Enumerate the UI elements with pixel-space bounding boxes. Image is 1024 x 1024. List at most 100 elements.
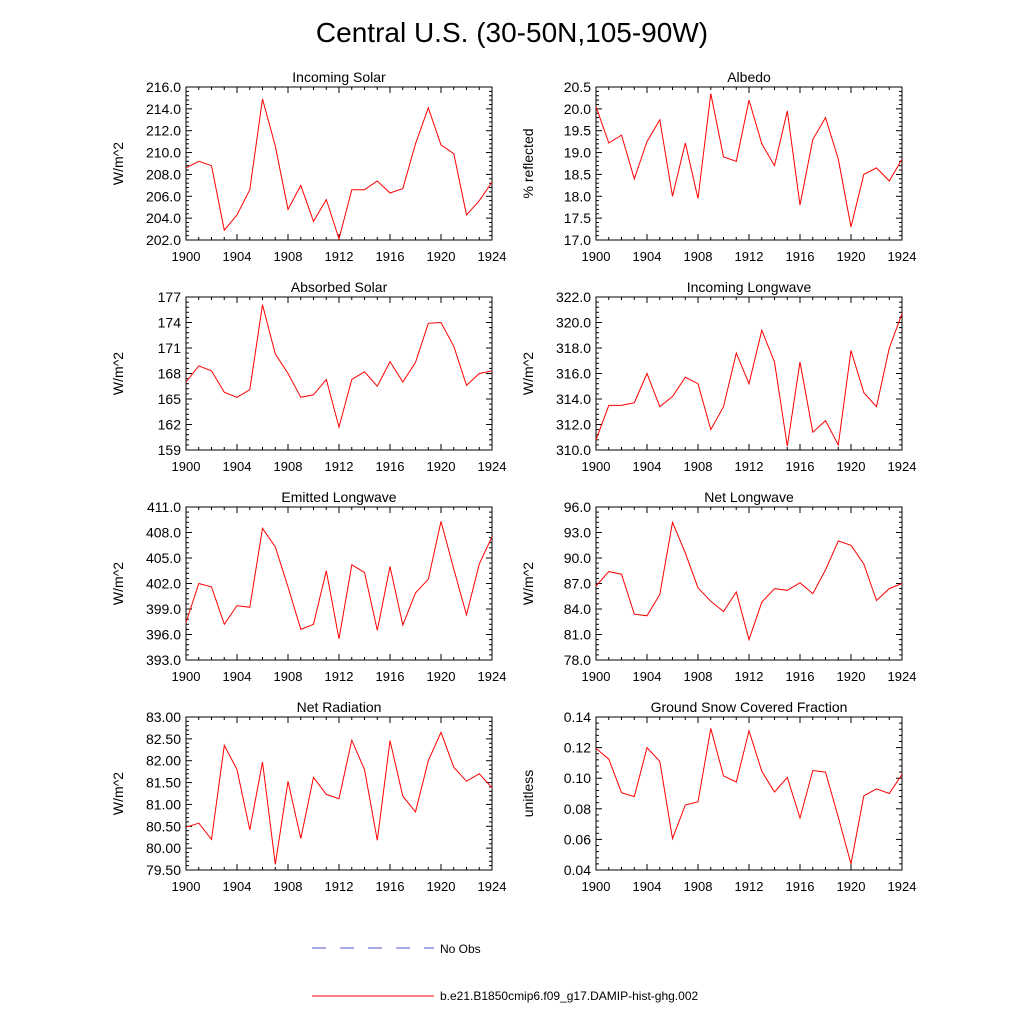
x-tick-label: 1908 [684,459,713,474]
x-tick-label: 1904 [223,879,252,894]
y-tick-label: 210.0 [146,145,181,161]
y-axis-label: % reflected [520,128,536,198]
plot-frame [185,86,493,241]
panel-title: Ground Snow Covered Fraction [651,699,848,715]
y-tick-label: 204.0 [146,210,181,226]
x-tick-label: 1900 [172,459,201,474]
y-tick-label: 208.0 [146,166,181,182]
y-tick-label: 174 [158,315,182,331]
y-tick-label: 202.0 [146,232,181,248]
x-tick-label: 1916 [786,669,815,684]
y-tick-label: 318.0 [556,340,591,356]
x-tick-label: 1920 [837,459,866,474]
x-tick-label: 1912 [325,879,354,894]
x-tick-label: 1900 [172,879,201,894]
panel-title: Incoming Solar [292,69,386,85]
y-tick-label: 405.0 [146,550,181,566]
x-tick-label: 1920 [427,459,456,474]
y-tick-label: 19.5 [564,123,591,139]
x-tick-label: 1924 [888,459,917,474]
x-tick-label: 1920 [427,879,456,894]
chart-panel: Incoming Solar W/m^2 1900 1904 1908 1912 1916 1… [110,69,506,264]
x-tick-label: 1924 [888,669,917,684]
chart-panel: Ground Snow Covered Fraction unitless 1900… [520,699,916,894]
y-axis-label: W/m^2 [520,562,536,605]
x-tick-label: 1916 [786,249,815,264]
x-tick-label: 1908 [274,459,303,474]
x-tick-label: 1900 [172,249,201,264]
legend-label-model: b.e21.B1850cmip6.f09_g17.DAMIP-hist-ghg.… [440,989,698,1003]
chart-panel: Albedo % reflected 1900 1904 1908 1912 1916 192… [520,69,916,264]
y-tick-label: 408.0 [146,525,181,541]
y-tick-label: 90.0 [564,550,591,566]
series-line [185,304,493,430]
y-tick-label: 87.0 [564,576,591,592]
y-tick-label: 80.50 [146,818,181,834]
y-tick-label: 17.0 [564,232,591,248]
x-tick-label: 1900 [582,879,611,894]
y-tick-label: 0.14 [564,709,591,725]
y-tick-label: 0.10 [564,770,591,786]
panel-title: Net Longwave [704,489,794,505]
x-tick-label: 1916 [786,459,815,474]
x-tick-label: 1912 [325,459,354,474]
x-tick-label: 1920 [427,249,456,264]
y-tick-label: 81.50 [146,775,181,791]
panel-title: Albedo [727,69,771,85]
y-tick-label: 171 [158,340,182,356]
plot-frame [595,296,903,451]
y-tick-label: 17.5 [564,210,591,226]
x-tick-label: 1920 [837,879,866,894]
plot-frame [595,716,903,871]
y-tick-label: 320.0 [556,315,591,331]
y-tick-label: 96.0 [564,499,591,515]
plot-frame [185,716,493,871]
y-tick-label: 396.0 [146,627,181,643]
x-tick-label: 1912 [325,249,354,264]
y-tick-label: 20.5 [564,79,591,95]
y-tick-label: 399.0 [146,601,181,617]
x-tick-label: 1904 [633,249,662,264]
y-tick-label: 411.0 [147,499,181,515]
x-tick-label: 1920 [837,249,866,264]
series-line [595,93,903,228]
y-tick-label: 83.00 [146,709,181,725]
y-tick-label: 78.0 [564,652,591,668]
x-tick-label: 1924 [478,879,507,894]
y-tick-label: 0.04 [564,862,591,878]
x-tick-label: 1900 [582,459,611,474]
y-axis-label: W/m^2 [110,562,126,605]
x-tick-label: 1904 [223,669,252,684]
x-tick-label: 1912 [735,669,764,684]
y-axis-label: W/m^2 [110,772,126,815]
chart-panel: Emitted Longwave W/m^2 1900 1904 1908 1912 191… [110,489,506,684]
y-tick-label: 93.0 [564,525,591,541]
y-tick-label: 0.08 [564,801,591,817]
y-tick-label: 0.12 [564,740,591,756]
x-tick-label: 1920 [427,669,456,684]
x-tick-label: 1904 [223,459,252,474]
series-line [185,98,493,241]
y-tick-label: 314.0 [556,391,591,407]
x-tick-label: 1912 [325,669,354,684]
plot-frame [595,506,903,661]
y-tick-label: 80.00 [146,840,181,856]
y-tick-label: 159 [158,442,182,458]
x-tick-label: 1908 [684,879,713,894]
y-tick-label: 162 [158,417,182,433]
x-tick-label: 1924 [888,879,917,894]
chart-panel: Absorbed Solar W/m^2 1900 1904 1908 1912 1916 1… [110,279,506,474]
y-tick-label: 312.0 [556,417,591,433]
x-tick-label: 1908 [684,249,713,264]
panel-title: Net Radiation [297,699,382,715]
x-tick-label: 1924 [478,669,507,684]
y-tick-label: 18.5 [564,166,591,182]
x-tick-label: 1916 [376,459,405,474]
y-tick-label: 212.0 [146,123,181,139]
y-tick-label: 81.00 [146,796,181,812]
legend: No Obs b.e21.B1850cmip6.f09_g17.DAMIP-hi… [312,942,698,1003]
y-axis-label: W/m^2 [110,142,126,185]
y-tick-label: 19.0 [564,145,591,161]
x-tick-label: 1908 [274,249,303,264]
